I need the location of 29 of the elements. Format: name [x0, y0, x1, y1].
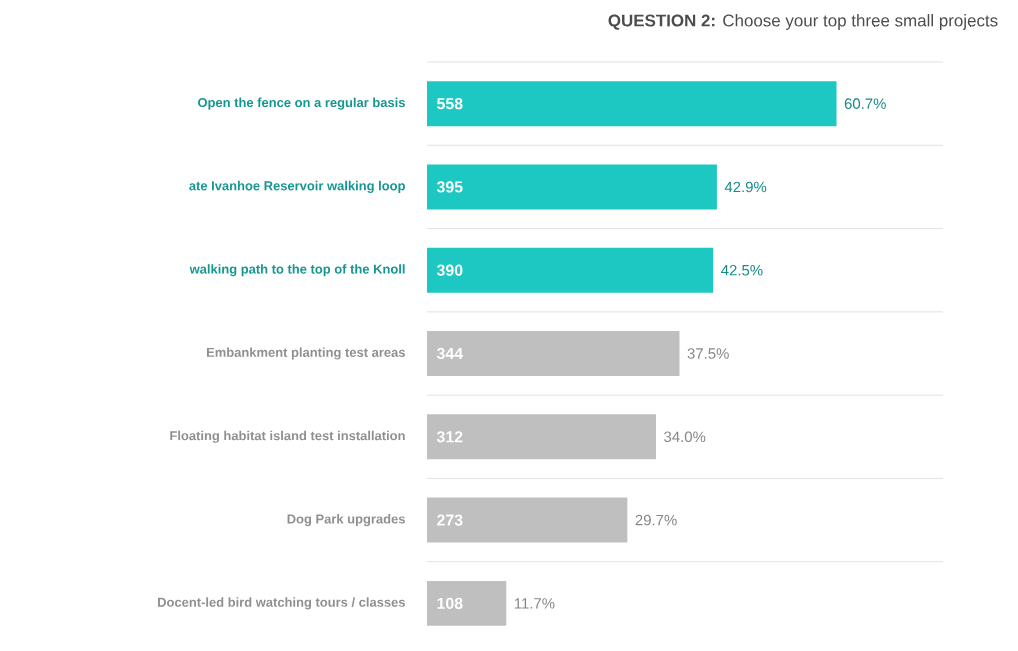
data-label: 558 — [437, 98, 463, 110]
y-tick-label: Open the fence on a regular basis — [198, 97, 405, 110]
annotation: 11.7% — [514, 598, 555, 609]
annotation: 37.5% — [687, 348, 729, 359]
bar — [427, 331, 680, 376]
bar — [427, 580, 507, 626]
data-label: 312 — [436, 431, 463, 443]
y-tick-label: ate Ivanhoe Reservoir walking loop — [189, 180, 405, 194]
y-tick-label: Docent-led bird watching tours / classes — [158, 597, 405, 610]
annotation: 42.5% — [721, 264, 763, 276]
y-tick-label: Floating habitat island test installation — [170, 430, 405, 443]
data-label: 108 — [437, 597, 463, 610]
data-label: 344 — [436, 347, 464, 360]
data-label: 395 — [436, 181, 463, 193]
bar — [427, 247, 714, 293]
annotation: 60.7% — [844, 98, 886, 109]
annotation: 29.7% — [635, 514, 677, 526]
bar — [427, 497, 628, 543]
data-label: 390 — [436, 264, 463, 276]
data-label: 273 — [437, 514, 463, 526]
bar — [427, 414, 656, 460]
chart-title: QUESTION 2: Choose your top three small projects — [608, 14, 998, 30]
y-tick-label: Dog Park upgrades — [287, 514, 405, 527]
annotation: 42.9% — [724, 181, 767, 193]
bar — [427, 164, 717, 210]
y-tick-label: walking path to the top of the Knoll — [189, 264, 405, 277]
bar — [427, 81, 837, 127]
y-tick-label: Embankment planting test areas — [206, 347, 405, 360]
annotation: 34.0% — [664, 431, 706, 443]
